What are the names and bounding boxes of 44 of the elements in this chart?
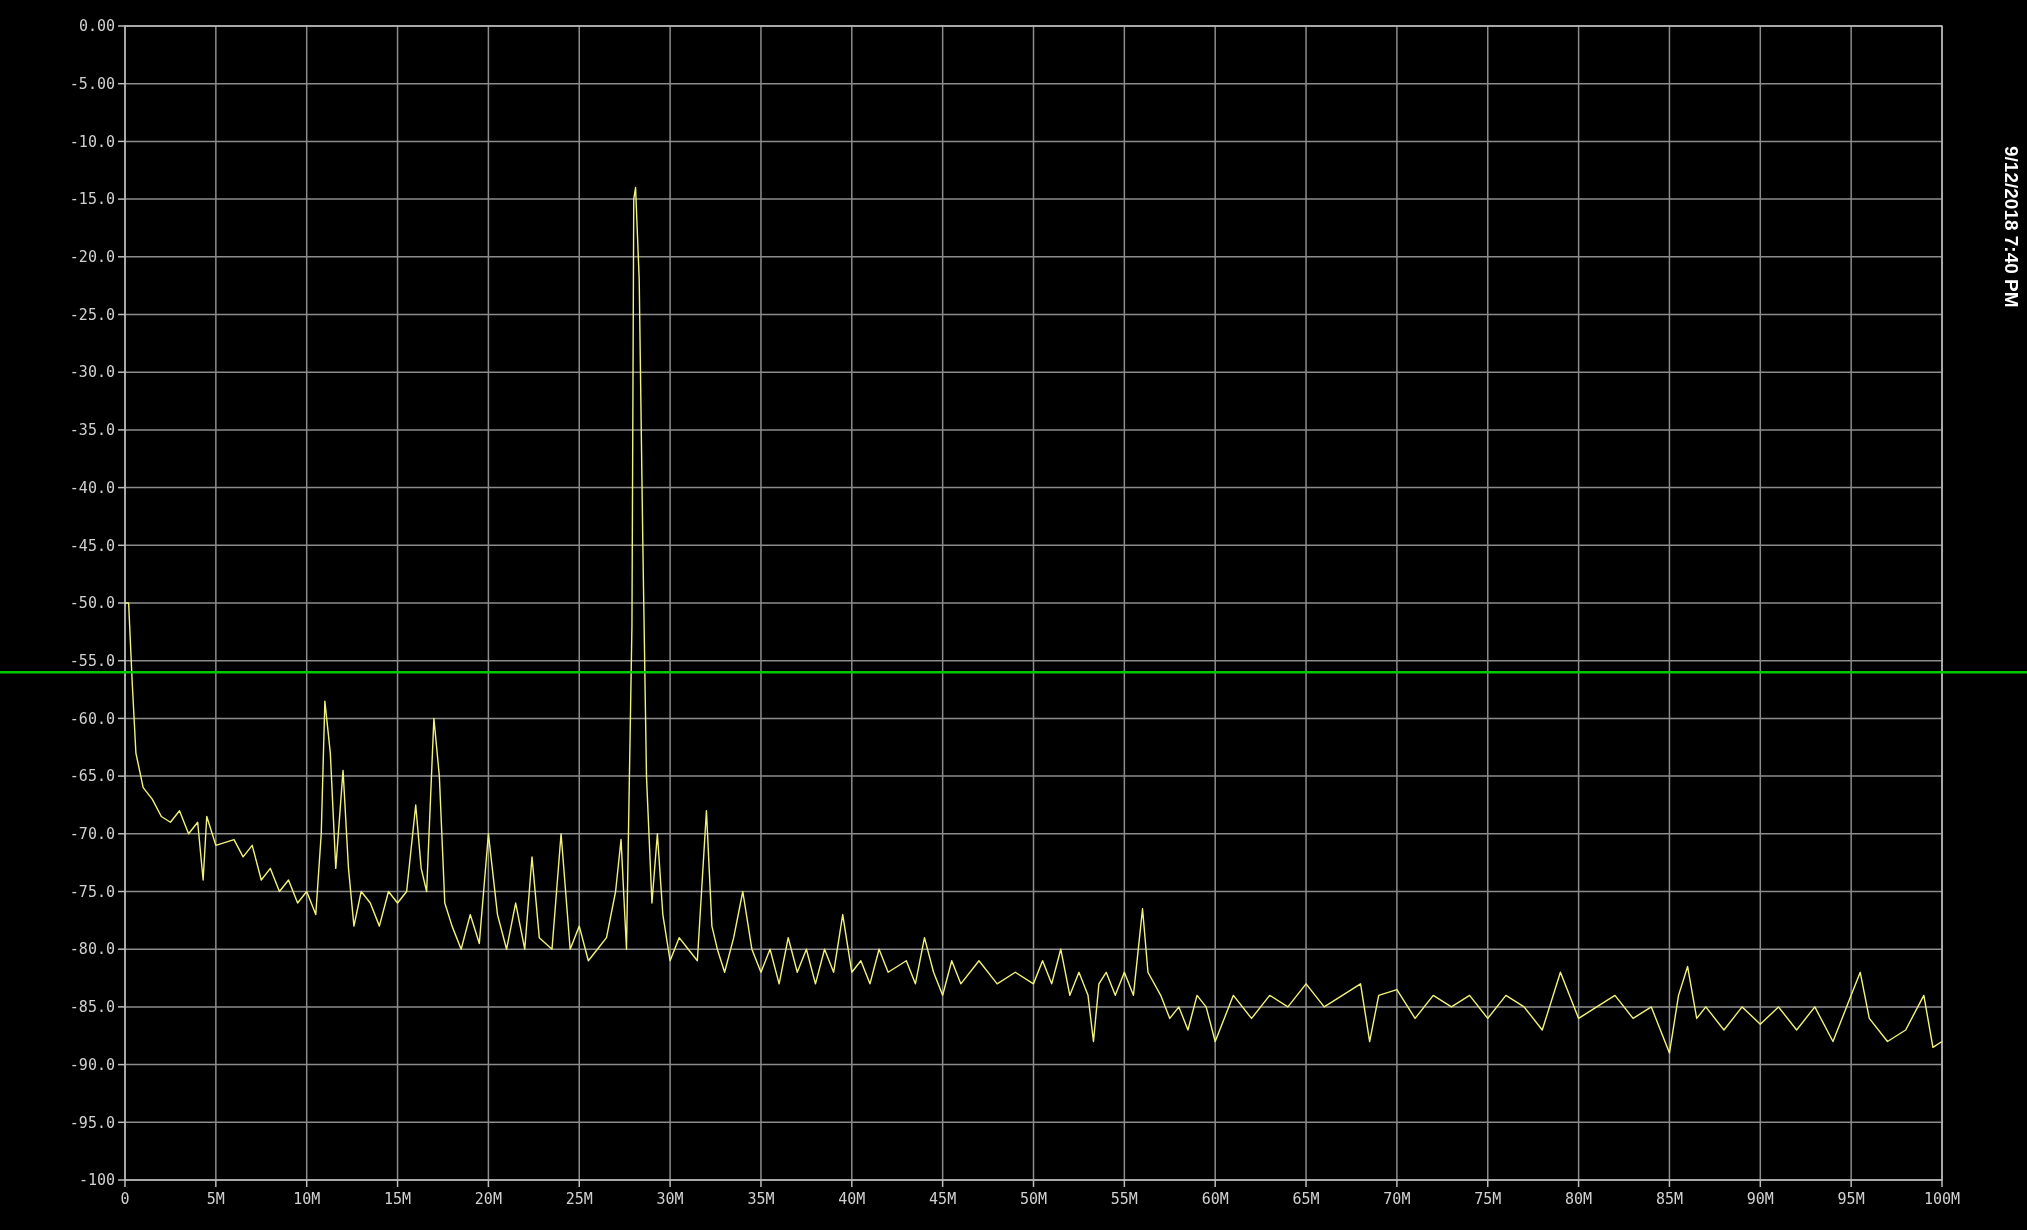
x-tick-label: 75M [1474,1190,1502,1208]
x-tick-label: 15M [384,1190,412,1208]
y-tick-label: -25.0 [69,305,115,324]
x-tick-label: 65M [1292,1190,1320,1208]
y-tick-label: -95.0 [69,1113,115,1132]
y-tick-label: -50.0 [69,594,115,613]
x-tick-label: 70M [1383,1190,1411,1208]
x-tick-label: 30M [656,1190,684,1208]
x-tick-label: 95M [1837,1190,1865,1208]
x-tick-label: 80M [1565,1190,1593,1208]
x-tick-label: 45M [929,1190,957,1208]
x-tick-label: 90M [1746,1190,1774,1208]
y-tick-label: -35.0 [69,421,115,440]
x-tick-label: 100M [1923,1190,1961,1208]
line-series [124,186,1943,1054]
x-tick-label: 10M [293,1190,321,1208]
y-tick-label: -15.0 [69,190,115,209]
x-tick-label: 20M [474,1190,502,1208]
y-tick-label: -10.0 [69,132,115,151]
y-tick-label: -5.00 [69,74,115,93]
x-tick-label: 5M [206,1190,225,1208]
y-tick-label: -70.0 [69,825,115,844]
x-tick-label: 60M [1201,1190,1229,1208]
x-tick-label: 35M [747,1190,775,1208]
x-tick-label: 85M [1655,1190,1683,1208]
y-tick-label: -90.0 [69,1055,115,1074]
y-tick-label: -75.0 [69,882,115,901]
x-tick-label: 40M [838,1190,866,1208]
x-tick-label: 0 [120,1190,130,1208]
y-tick-label: -30.0 [69,363,115,382]
y-tick-label: -80.0 [69,940,115,959]
y-tick-label: -40.0 [69,478,115,497]
y-tick-label: -45.0 [69,536,115,555]
y-tick-label: -20.0 [69,248,115,267]
y-tick-label: -65.0 [69,767,115,786]
y-tick-label: -85.0 [69,998,115,1017]
x-tick-label: 50M [1019,1190,1048,1208]
y-tick-label: -100 [78,1171,115,1190]
y-tick-label: -55.0 [69,651,115,670]
y-tick-label: -60.0 [69,709,115,728]
x-tick-label: 25M [565,1190,593,1208]
x-tick-label: 55M [1110,1190,1138,1208]
y-tick-label: 0.00 [78,17,115,36]
text: 9/12/2018 7:40 PM [2001,146,2022,308]
